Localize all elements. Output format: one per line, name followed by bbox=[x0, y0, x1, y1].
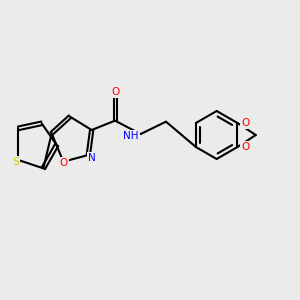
Text: O: O bbox=[111, 87, 119, 97]
Text: NH: NH bbox=[124, 131, 139, 141]
Text: O: O bbox=[242, 142, 250, 152]
Text: S: S bbox=[12, 157, 19, 167]
Text: N: N bbox=[88, 153, 95, 163]
Text: O: O bbox=[59, 158, 68, 168]
Text: O: O bbox=[242, 118, 250, 128]
